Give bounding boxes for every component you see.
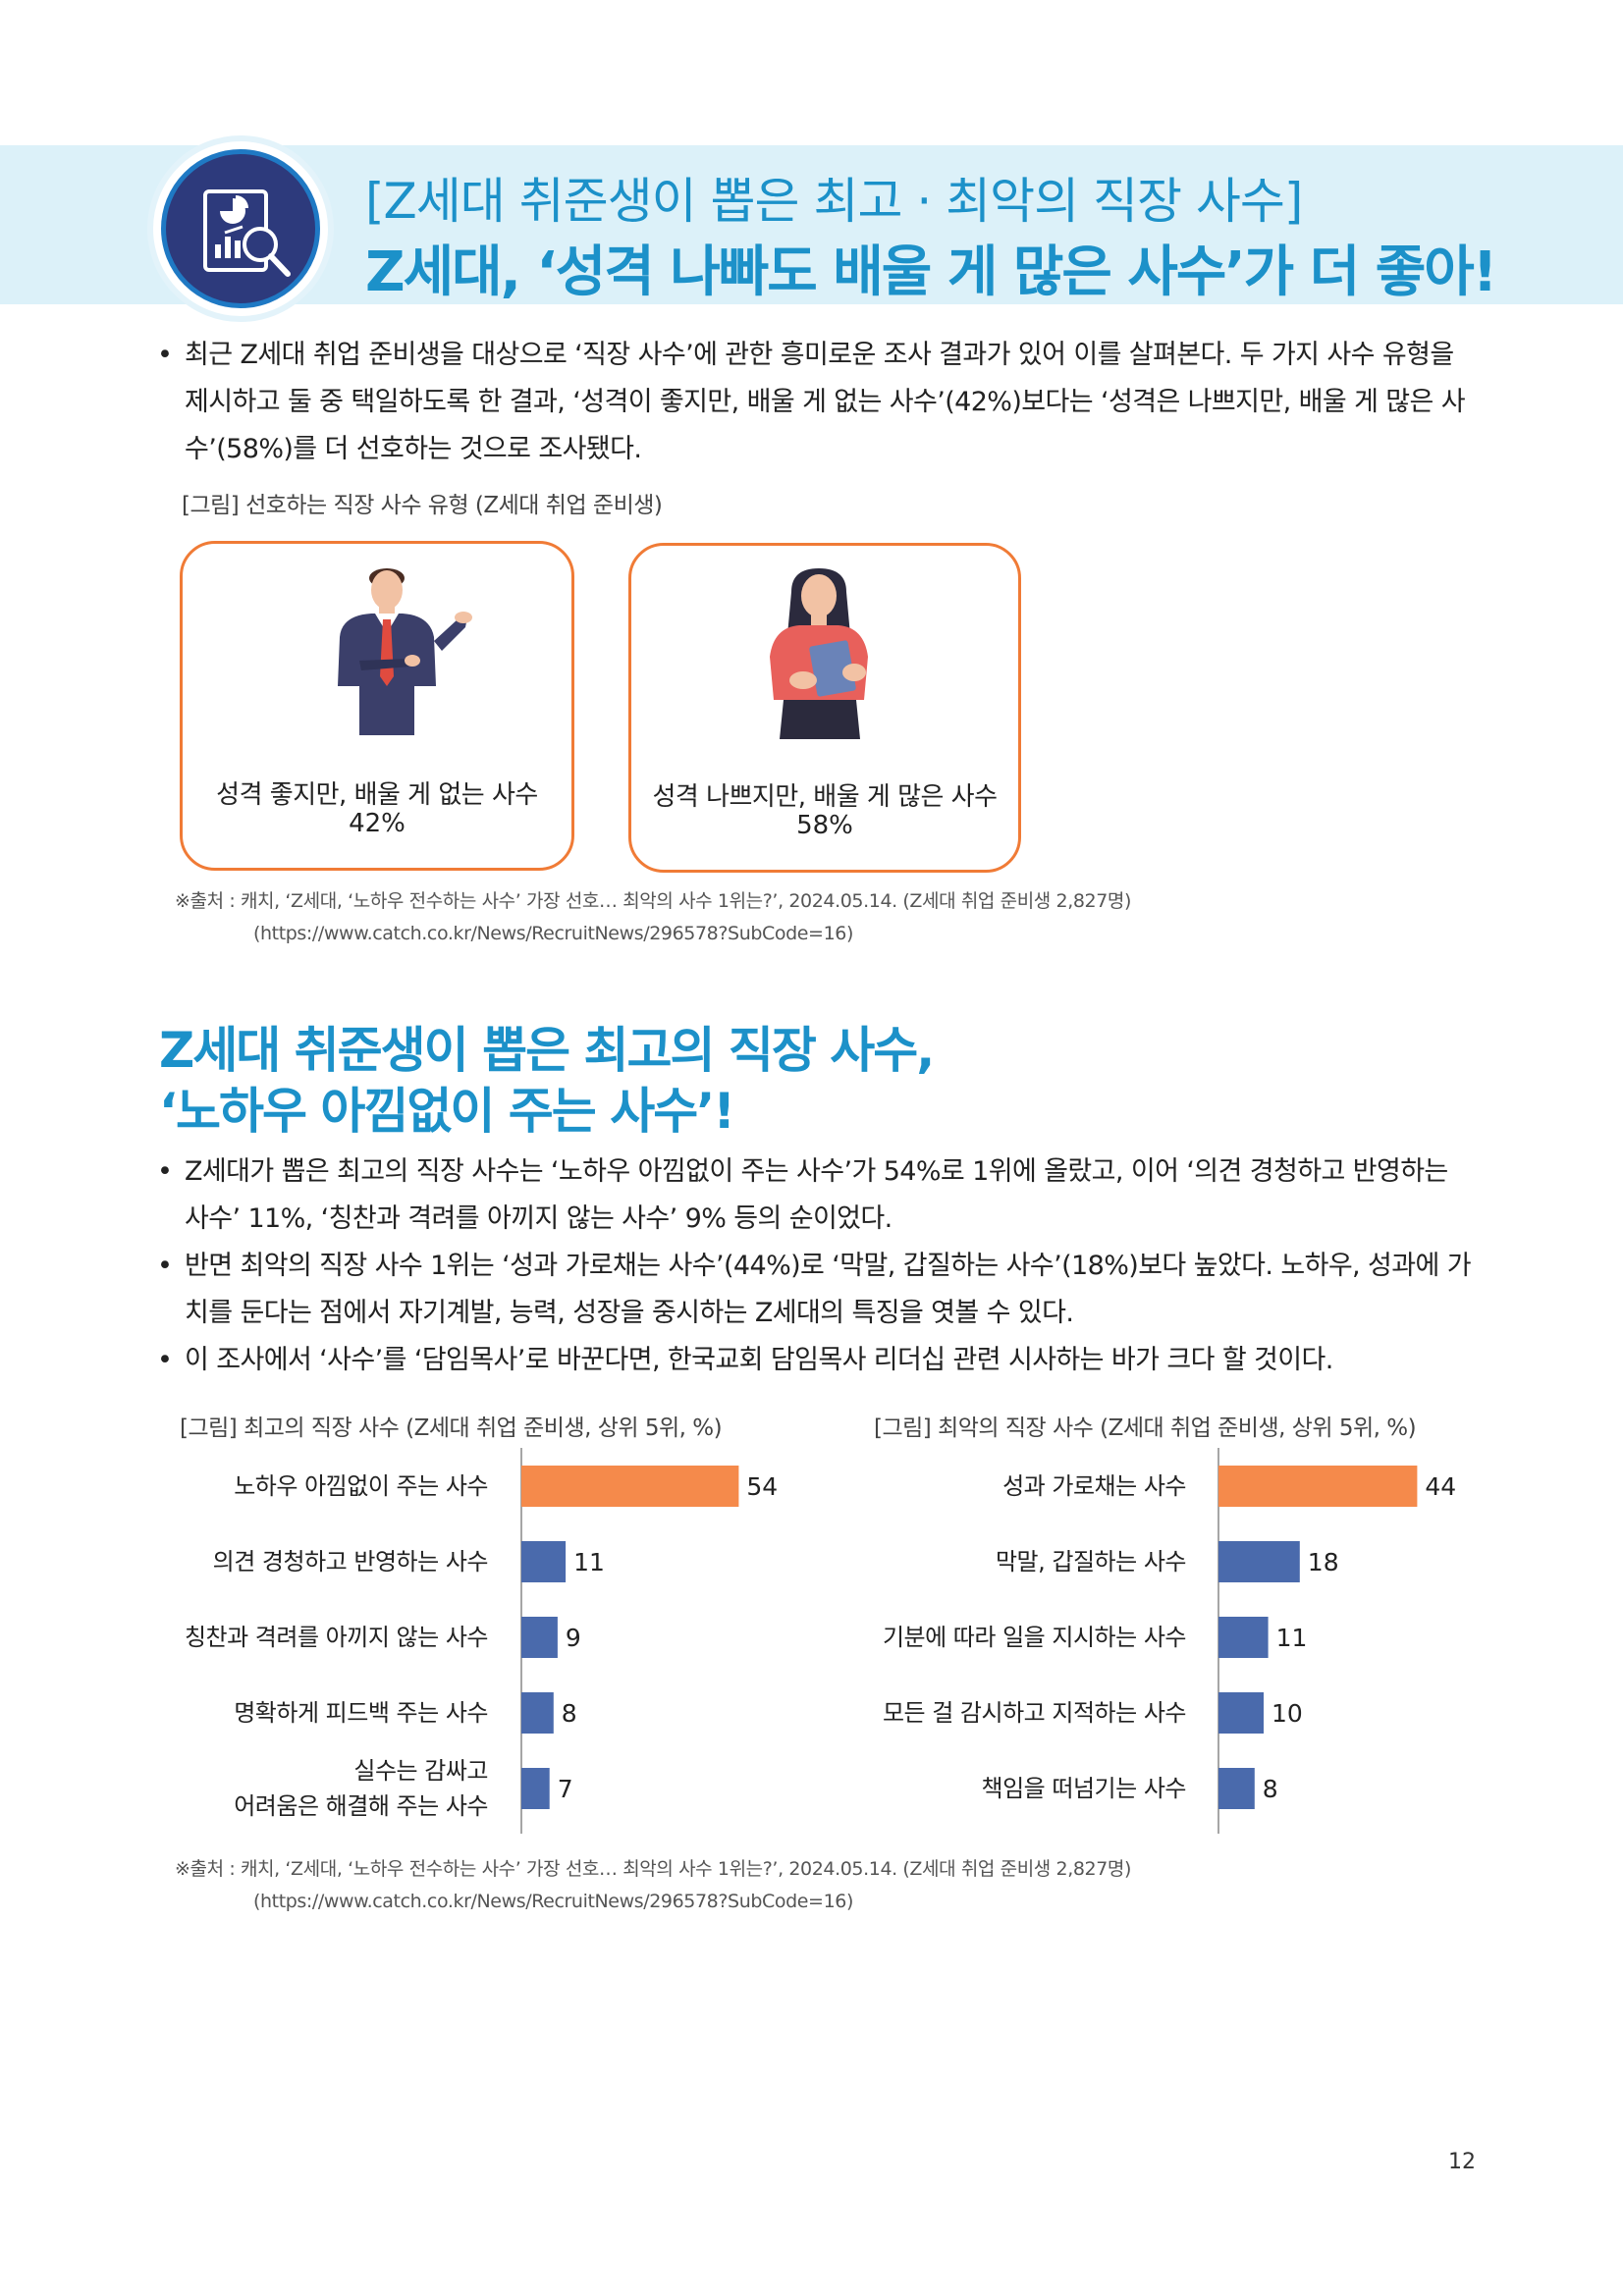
header-logo (147, 135, 334, 322)
chart-category-label: 모든 걸 감시하고 지적하는 사수 (883, 1699, 1186, 1727)
preference-card-good-personality: 성격 좋지만, 배울 게 없는 사수 42% (180, 541, 574, 871)
chart-best-boss-svg: 54 노하우 아낌없이 주는 사수 11 의견 경청하고 반영하는 사수 9 칭찬과 격려… (185, 1448, 778, 1834)
chart-bar (521, 1692, 554, 1734)
chart-data-label: 8 (562, 1699, 577, 1728)
chart-data-label: 11 (1276, 1624, 1308, 1652)
source2-line1: ※출처 : 캐치, ‘Z세대, ‘노하우 전수하는 사수’ 가장 선호… 최악의… (175, 1858, 1132, 1880)
intro-bullet-text: 최근 Z세대 취업 준비생을 대상으로 ‘직장 사수’에 관한 흥미로운 조사 … (185, 340, 1466, 464)
chart-category-label: 실수는 감싸고 어려움은 해결해 주는 사수 (234, 1757, 488, 1820)
chart-bar (1218, 1466, 1418, 1507)
chart-data-label: 54 (746, 1472, 778, 1501)
chart-bar (1218, 1768, 1255, 1809)
figure1-source-line2: (https://www.catch.co.kr/News/RecruitNew… (253, 923, 853, 944)
figure1-source: ※출처 : 캐치, ‘Z세대, ‘노하우 전수하는 사수’ 가장 선호… 최악의… (175, 885, 1131, 950)
card1-value: 42% (349, 809, 406, 838)
chart-category-label: 막말, 갑질하는 사수 (996, 1548, 1186, 1575)
section2-title-line1: Z세대 취준생이 뽑은 최고의 직장 사수, (159, 1022, 935, 1079)
chart-data-label: 44 (1425, 1472, 1456, 1501)
chart-worst-boss-svg: 44 성과 가로채는 사수 18 막말, 갑질하는 사수 11 기분에 따라 일을 지시하… (883, 1448, 1456, 1834)
card2-value: 58% (796, 811, 853, 840)
source2-line2: (https://www.catch.co.kr/News/RecruitNew… (253, 1891, 853, 1912)
chart2-caption: [그림] 최악의 직장 사수 (Z세대 취업 준비생, 상위 5위, %) (874, 1415, 1417, 1441)
chart-worst-boss: 44 성과 가로채는 사수 18 막말, 갑질하는 사수 11 기분에 따라 일을 지시하… (811, 1448, 1623, 1834)
chart-bar (521, 1768, 550, 1809)
section2-title-line2: ‘노하우 아낌없이 주는 사수’! (159, 1083, 735, 1140)
chart-data-label: 10 (1271, 1699, 1303, 1728)
section2-bullet-1: • Z세대가 뽑은 최고의 직장 사수는 ‘노하우 아낌없이 주는 사수’가 5… (157, 1148, 1478, 1243)
chart-category-label: 명확하게 피드백 주는 사수 (234, 1699, 488, 1727)
man-in-suit-icon (338, 568, 472, 735)
chart-category-label: 칭찬과 격려를 아끼지 않는 사수 (185, 1624, 488, 1651)
intro-bullet: • 최근 Z세대 취업 준비생을 대상으로 ‘직장 사수’에 관한 흥미로운 조… (157, 332, 1478, 473)
preference-card-learn-a-lot: 성격 나쁘지만, 배울 게 많은 사수 58% (628, 543, 1021, 873)
card1-label: 성격 좋지만, 배울 게 없는 사수 (216, 780, 538, 810)
chart-category-label: 책임을 떠넘기는 사수 (982, 1775, 1186, 1802)
chart-bar (521, 1617, 558, 1658)
chart-data-label: 8 (1263, 1775, 1278, 1803)
chart-category-label: 기분에 따라 일을 지시하는 사수 (883, 1624, 1186, 1651)
figure1-source-line1: ※출처 : 캐치, ‘Z세대, ‘노하우 전수하는 사수’ 가장 선호… 최악의… (175, 890, 1132, 912)
chart-data-label: 11 (573, 1548, 605, 1576)
chart1-caption: [그림] 최고의 직장 사수 (Z세대 취업 준비생, 상위 5위, %) (180, 1415, 723, 1441)
chart-category-label: 성과 가로채는 사수 (1002, 1472, 1186, 1500)
figure1-caption: [그림] 선호하는 직장 사수 유형 (Z세대 취업 준비생) (182, 493, 663, 518)
chart-data-label: 9 (566, 1624, 581, 1652)
chart-best-boss: 54 노하우 아낌없이 주는 사수 11 의견 경청하고 반영하는 사수 9 칭찬과 격려… (0, 1448, 811, 1834)
source2: ※출처 : 캐치, ‘Z세대, ‘노하우 전수하는 사수’ 가장 선호… 최악의… (175, 1853, 1131, 1918)
header-title-line2: Z세대, ‘성격 나빠도 배울 게 많은 사수’가 더 좋아! (365, 240, 1497, 304)
report-magnifier-icon (203, 189, 291, 277)
section2-bullet-3-text: 이 조사에서 ‘사수’를 ‘담임목사’로 바꾼다면, 한국교회 담임목사 리더십… (185, 1345, 1333, 1375)
card2-label: 성격 나쁘지만, 배울 게 많은 사수 (652, 782, 998, 812)
chart-category-label: 노하우 아낌없이 주는 사수 (234, 1472, 488, 1500)
chart-bar (1218, 1617, 1269, 1658)
woman-with-book-icon (770, 568, 868, 739)
header-title-line1: [Z세대 취준생이 뽑은 최고 · 최악의 직장 사수] (365, 173, 1303, 230)
page-number: 12 (1448, 2150, 1476, 2174)
section2-bullet-3: • 이 조사에서 ‘사수’를 ‘담임목사’로 바꾼다면, 한국교회 담임목사 리… (157, 1337, 1478, 1384)
chart-data-label: 18 (1308, 1548, 1339, 1576)
chart-bar (521, 1541, 567, 1582)
chart-bar (1218, 1692, 1264, 1734)
chart-bar (521, 1466, 739, 1507)
section2-bullet-2: • 반면 최악의 직장 사수 1위는 ‘성과 가로채는 사수’(44%)로 ‘막… (157, 1243, 1478, 1337)
section2-bullet-1-text: Z세대가 뽑은 최고의 직장 사수는 ‘노하우 아낌없이 주는 사수’가 54%… (185, 1156, 1448, 1234)
chart-data-label: 7 (558, 1775, 573, 1803)
section2-bullet-2-text: 반면 최악의 직장 사수 1위는 ‘성과 가로채는 사수’(44%)로 ‘막말,… (185, 1251, 1472, 1328)
chart-category-label: 의견 경청하고 반영하는 사수 (213, 1548, 488, 1575)
chart-bar (1218, 1541, 1300, 1582)
